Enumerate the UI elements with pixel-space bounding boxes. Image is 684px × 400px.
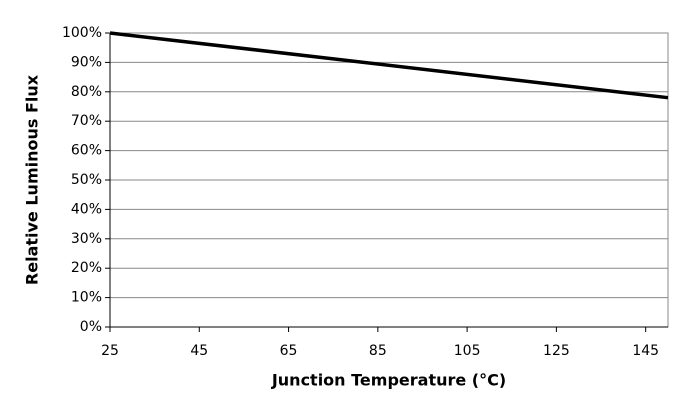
- y-tick-label: 70%: [71, 113, 102, 129]
- y-tick-label: 50%: [71, 172, 102, 188]
- x-tick-label: 65: [280, 343, 298, 359]
- y-tick-label: 100%: [62, 25, 102, 41]
- y-tick-label: 0%: [80, 319, 102, 335]
- y-tick-label: 10%: [71, 290, 102, 306]
- y-tick-label: 30%: [71, 231, 102, 247]
- y-axis-title: Relative Luminous Flux: [23, 74, 42, 285]
- y-tick-label: 80%: [71, 84, 102, 100]
- x-tick-label: 85: [369, 343, 387, 359]
- y-tick-label: 40%: [71, 201, 102, 217]
- x-tick-label: 125: [543, 343, 570, 359]
- x-tick-label: 105: [454, 343, 481, 359]
- x-tick-label: 145: [632, 343, 659, 359]
- x-axis-title: Junction Temperature (°C): [271, 371, 506, 390]
- y-tick-label: 20%: [71, 260, 102, 276]
- x-tick-label: 25: [101, 343, 119, 359]
- data-line: [109, 31, 669, 100]
- y-tick-label: 90%: [71, 54, 102, 70]
- y-tick-label: 60%: [71, 143, 102, 159]
- x-tick-label: 45: [190, 343, 208, 359]
